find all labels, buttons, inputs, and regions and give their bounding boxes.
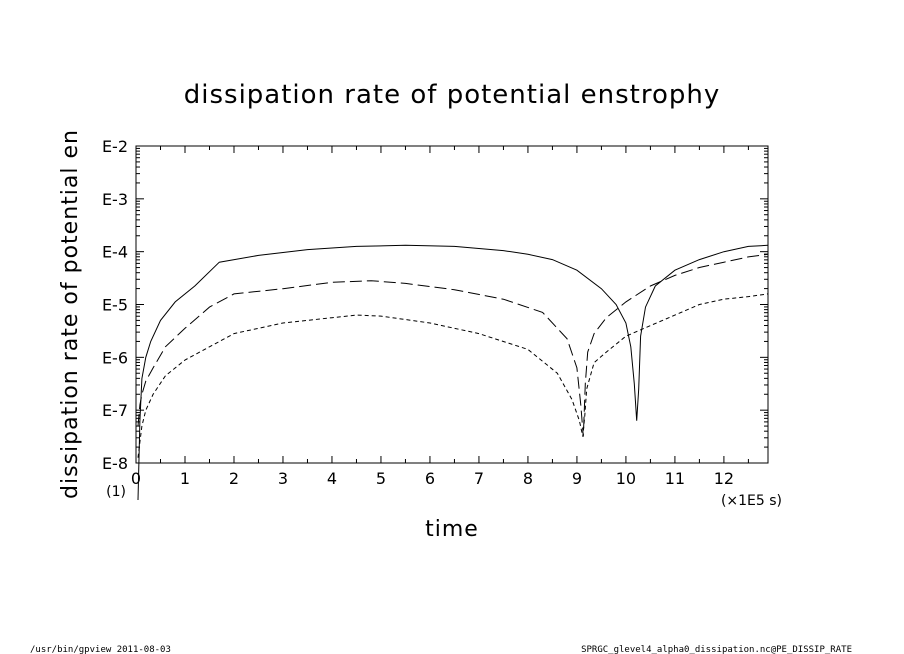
y-tick-label: E-2 (102, 137, 128, 156)
x-tick-label: 0 (131, 469, 141, 488)
x-tick-label: 5 (376, 469, 386, 488)
y-tick-label: E-7 (102, 401, 128, 420)
y-tick-label: E-8 (102, 454, 128, 473)
plot-area: 0 1 2 3 4 5 6 7 8 9 10 11 12E-2E-3E-4E-5E-6E-7E-8 (102, 137, 769, 501)
x-offset-label: (1) (106, 484, 126, 500)
series-line-3 (137, 293, 768, 458)
x-tick-label: 3 (278, 469, 288, 488)
x-tick-label: 8 (523, 469, 533, 488)
footer-right: SPRGC_glevel4_alpha0_dissipation.nc@PE_D… (581, 645, 852, 654)
series-line-1 (137, 244, 768, 501)
footer-left: /usr/bin/gpview 2011-08-03 (30, 645, 171, 654)
x-tick-label: 11 (665, 469, 685, 488)
plot-frame (135, 145, 769, 464)
x-tick-label: 2 (229, 469, 239, 488)
x-axis-label: time (425, 517, 479, 542)
x-tick-label: 10 (616, 469, 636, 488)
x-tick-label: 12 (714, 469, 734, 488)
x-tick-label: 9 (572, 469, 582, 488)
y-tick-label: E-6 (102, 348, 128, 367)
series-line-2 (137, 253, 768, 437)
x-tick-label: 7 (474, 469, 484, 488)
y-tick-label: E-4 (102, 243, 128, 262)
x-tick-label: 1 (180, 469, 190, 488)
x-tick-label: 6 (425, 469, 435, 488)
chart-title: dissipation rate of potential enstrophy (184, 80, 720, 110)
y-tick-label: E-5 (102, 296, 128, 315)
x-unit-label: (×1E5 s) (721, 493, 782, 509)
x-tick-label: 4 (327, 469, 337, 488)
y-tick-label: E-3 (102, 190, 128, 209)
y-axis-label: dissipation rate of potential en (58, 129, 83, 499)
